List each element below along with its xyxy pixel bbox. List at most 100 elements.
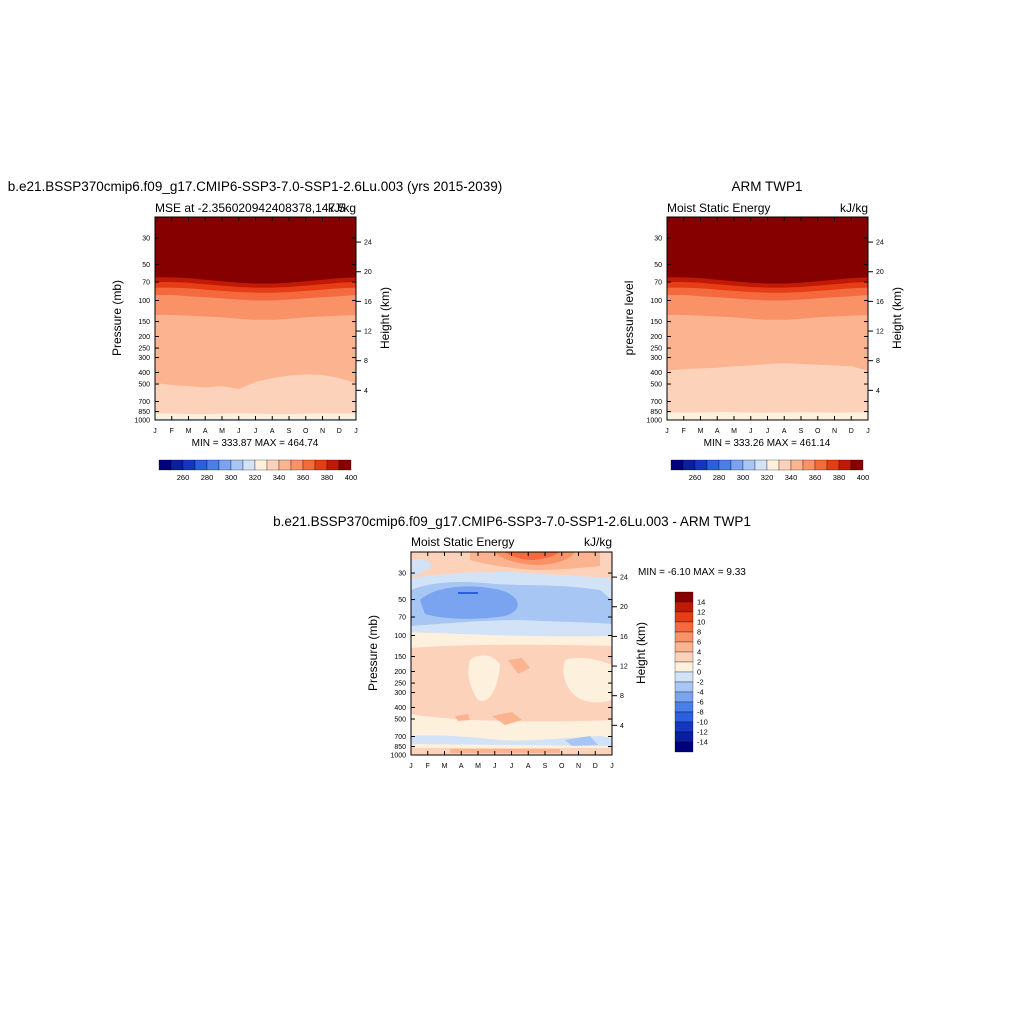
colorbar-swatch-7	[242, 459, 256, 471]
colorbar-tick-label-280: 280	[713, 473, 726, 482]
colorbar-swatch-2	[674, 611, 694, 623]
month-tick-label-2: M	[442, 763, 448, 770]
ylabel-obs: pressure level	[622, 281, 636, 356]
month-tick-label-1: F	[170, 428, 174, 435]
diff-region-neg-core	[420, 586, 518, 619]
panel-obs-subtitle: Moist Static Energy	[667, 201, 770, 215]
colorbar-tick-label-280: 280	[201, 473, 214, 482]
pressure-tick-label-150: 150	[138, 319, 150, 326]
colorbar-tick-label-2: 2	[697, 658, 701, 667]
colorbar-tick-label-360: 360	[297, 473, 310, 482]
month-tick-label-12: J	[354, 428, 358, 435]
height-tick-label-4: 4	[620, 723, 624, 730]
colorbar-swatch-15	[850, 459, 864, 471]
pressure-tick-label-200: 200	[394, 669, 406, 676]
colorbar-swatch-10	[674, 691, 694, 703]
colorbar-swatch-5	[674, 641, 694, 653]
colorbar-swatch-1	[674, 601, 694, 613]
diff-region-pos-spot1	[508, 658, 530, 674]
plot-area-diff	[411, 552, 612, 755]
month-tick-label-3: A	[715, 428, 720, 435]
pressure-tick-label-300: 300	[650, 355, 662, 362]
height-tick-label-24: 24	[876, 240, 884, 247]
month-tick-label-10: N	[832, 428, 837, 435]
height-axis-obs: 24 20 16 12 8 4	[868, 240, 884, 395]
height-axis-model: 24 20 16 12 8 4	[356, 240, 372, 395]
pressure-tick-label-70: 70	[142, 280, 150, 287]
month-tick-label-5: J	[493, 763, 497, 770]
month-tick-label-11: D	[593, 763, 598, 770]
pressure-tick-label-700: 700	[394, 734, 406, 741]
month-tick-label-8: S	[287, 428, 292, 435]
colorbar-tick-label--12: -12	[697, 728, 708, 737]
pressure-tick-label-300: 300	[138, 355, 150, 362]
colorbar-swatch-0	[158, 459, 172, 471]
month-tick-label-3: A	[203, 428, 208, 435]
month-tick-label-10: N	[576, 763, 581, 770]
pressure-tick-label-100: 100	[394, 633, 406, 640]
height-axis-diff: 24 20 16 12 8 4	[612, 575, 628, 730]
pressure-tick-label-300: 300	[394, 690, 406, 697]
colorbar-tick-label-14: 14	[697, 598, 705, 607]
colorbar-obs: 260 280 300 320 340 360 380 400	[670, 459, 869, 482]
panel-diff: b.e21.BSSP370cmip6.f09_g17.CMIP6-SSP3-7.…	[273, 514, 751, 770]
month-tick-label-8: S	[543, 763, 548, 770]
band-400-obs	[667, 217, 868, 279]
colorbar-tick-label-300: 300	[737, 473, 750, 482]
colorbar-tick-label--6: -6	[697, 698, 704, 707]
panel-obs-title: ARM TWP1	[731, 179, 802, 194]
colorbar-swatch-0	[670, 459, 684, 471]
colorbar-swatch-9	[778, 459, 792, 471]
month-tick-label-2: M	[186, 428, 192, 435]
colorbar-swatch-3	[674, 621, 694, 633]
diff-region-surface-pos2	[450, 749, 560, 753]
colorbar-swatch-13	[826, 459, 840, 471]
colorbar-tick-label-300: 300	[225, 473, 238, 482]
colorbar-swatch-13	[314, 459, 328, 471]
pressure-tick-label-250: 250	[650, 346, 662, 353]
colorbar-swatch-12	[302, 459, 316, 471]
colorbar-swatch-1	[170, 459, 184, 471]
pressure-tick-label-400: 400	[394, 705, 406, 712]
colorbar-swatch-6	[230, 459, 244, 471]
panel-obs: ARM TWP1 Moist Static Energy kJ/kg 30 50 7…	[622, 179, 904, 482]
panel-diff-units: kJ/kg	[584, 535, 612, 549]
colorbar-swatch-15	[338, 459, 352, 471]
height-tick-label-8: 8	[364, 358, 368, 365]
colorbar-swatch-10	[278, 459, 292, 471]
colorbar-tick-label-340: 340	[273, 473, 286, 482]
colorbar-tick-label-360: 360	[809, 473, 822, 482]
height-tick-label-24: 24	[364, 240, 372, 247]
colorbar-swatch-12	[814, 459, 828, 471]
pressure-tick-label-850: 850	[650, 409, 662, 416]
colorbar-swatch-3	[706, 459, 720, 471]
colorbar-swatch-7	[674, 661, 694, 673]
height-tick-label-8: 8	[620, 693, 624, 700]
colorbar-tick-label-0: 0	[697, 668, 701, 677]
colorbar-swatch-4	[718, 459, 732, 471]
colorbar-swatch-4	[206, 459, 220, 471]
pressure-tick-label-1000: 1000	[646, 418, 662, 425]
month-tick-label-5: J	[237, 428, 241, 435]
plot-area-obs	[667, 217, 868, 420]
month-tick-label-0: J	[665, 428, 669, 435]
colorbar-tick-label-12: 12	[697, 608, 705, 617]
colorbar-tick-label-6: 6	[697, 638, 701, 647]
diff-region-neutral-patch	[468, 655, 500, 701]
month-tick-label-2: M	[698, 428, 704, 435]
month-tick-label-3: A	[459, 763, 464, 770]
colorbar-swatch-1	[682, 459, 696, 471]
pressure-tick-label-700: 700	[138, 399, 150, 406]
colorbar-tick-label--4: -4	[697, 688, 704, 697]
pressure-tick-label-30: 30	[142, 236, 150, 243]
colorbar-swatch-9	[674, 681, 694, 693]
plot-area-model	[155, 217, 356, 420]
colorbar-swatch-4	[674, 631, 694, 643]
colorbar-swatch-9	[266, 459, 280, 471]
colorbar-tick-label--8: -8	[697, 708, 704, 717]
height-tick-label-4: 4	[364, 388, 368, 395]
colorbar-swatch-0	[674, 591, 694, 603]
panel-obs-units: kJ/kg	[840, 201, 868, 215]
